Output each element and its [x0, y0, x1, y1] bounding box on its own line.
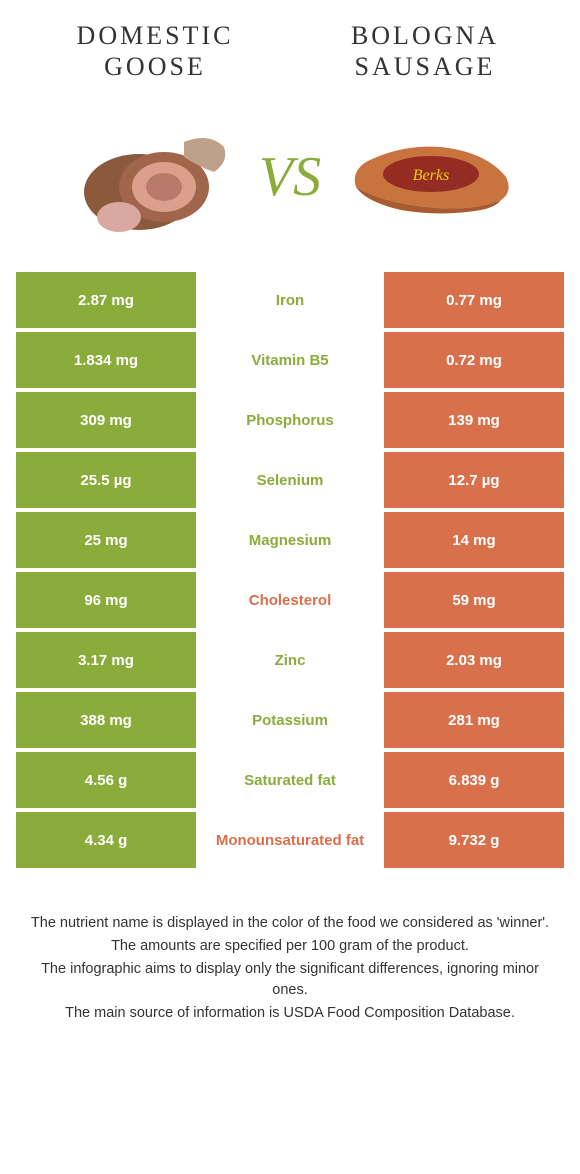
nutrient-name-cell: Selenium [196, 452, 384, 508]
nutrient-name-cell: Monounsaturated fat [196, 812, 384, 868]
left-food-image [64, 117, 239, 237]
right-food-image: Berks [341, 117, 516, 237]
right-value-cell: 281 mg [384, 692, 564, 748]
footer-notes: The nutrient name is displayed in the co… [0, 868, 580, 1046]
header: Domestic goose Bologna sausage [0, 0, 580, 92]
left-food-title: Domestic goose [35, 20, 275, 82]
table-row: 96 mgCholesterol59 mg [16, 572, 564, 628]
nutrient-name-cell: Vitamin B5 [196, 332, 384, 388]
right-value-cell: 9.732 g [384, 812, 564, 868]
nutrient-name-cell: Saturated fat [196, 752, 384, 808]
nutrient-table: 2.87 mgIron0.77 mg1.834 mgVitamin B50.72… [16, 272, 564, 868]
left-value-cell: 309 mg [16, 392, 196, 448]
left-value-cell: 4.34 g [16, 812, 196, 868]
left-value-cell: 25 mg [16, 512, 196, 568]
left-value-cell: 96 mg [16, 572, 196, 628]
table-row: 25.5 µgSelenium12.7 µg [16, 452, 564, 508]
table-row: 1.834 mgVitamin B50.72 mg [16, 332, 564, 388]
right-value-cell: 2.03 mg [384, 632, 564, 688]
left-value-cell: 1.834 mg [16, 332, 196, 388]
images-row: VS Berks [0, 92, 580, 272]
table-row: 309 mgPhosphorus139 mg [16, 392, 564, 448]
table-row: 4.34 gMonounsaturated fat9.732 g [16, 812, 564, 868]
right-value-cell: 14 mg [384, 512, 564, 568]
right-value-cell: 139 mg [384, 392, 564, 448]
table-row: 388 mgPotassium281 mg [16, 692, 564, 748]
footer-line: The amounts are specified per 100 gram o… [30, 936, 550, 957]
goose-meat-icon [64, 117, 239, 237]
nutrient-name-cell: Iron [196, 272, 384, 328]
right-value-cell: 12.7 µg [384, 452, 564, 508]
left-value-cell: 388 mg [16, 692, 196, 748]
table-row: 2.87 mgIron0.77 mg [16, 272, 564, 328]
right-food-title: Bologna sausage [305, 20, 545, 82]
table-row: 25 mgMagnesium14 mg [16, 512, 564, 568]
left-value-cell: 4.56 g [16, 752, 196, 808]
right-value-cell: 59 mg [384, 572, 564, 628]
nutrient-name-cell: Cholesterol [196, 572, 384, 628]
left-value-cell: 25.5 µg [16, 452, 196, 508]
right-value-cell: 6.839 g [384, 752, 564, 808]
nutrient-name-cell: Phosphorus [196, 392, 384, 448]
vs-label: VS [259, 145, 321, 209]
footer-line: The nutrient name is displayed in the co… [30, 913, 550, 934]
right-value-cell: 0.72 mg [384, 332, 564, 388]
left-value-cell: 2.87 mg [16, 272, 196, 328]
footer-line: The infographic aims to display only the… [30, 959, 550, 1001]
nutrient-name-cell: Magnesium [196, 512, 384, 568]
sausage-icon: Berks [341, 132, 516, 222]
table-row: 4.56 gSaturated fat6.839 g [16, 752, 564, 808]
table-row: 3.17 mgZinc2.03 mg [16, 632, 564, 688]
nutrient-name-cell: Zinc [196, 632, 384, 688]
svg-text:Berks: Berks [413, 167, 449, 184]
footer-line: The main source of information is USDA F… [30, 1003, 550, 1024]
right-value-cell: 0.77 mg [384, 272, 564, 328]
nutrient-name-cell: Potassium [196, 692, 384, 748]
left-value-cell: 3.17 mg [16, 632, 196, 688]
